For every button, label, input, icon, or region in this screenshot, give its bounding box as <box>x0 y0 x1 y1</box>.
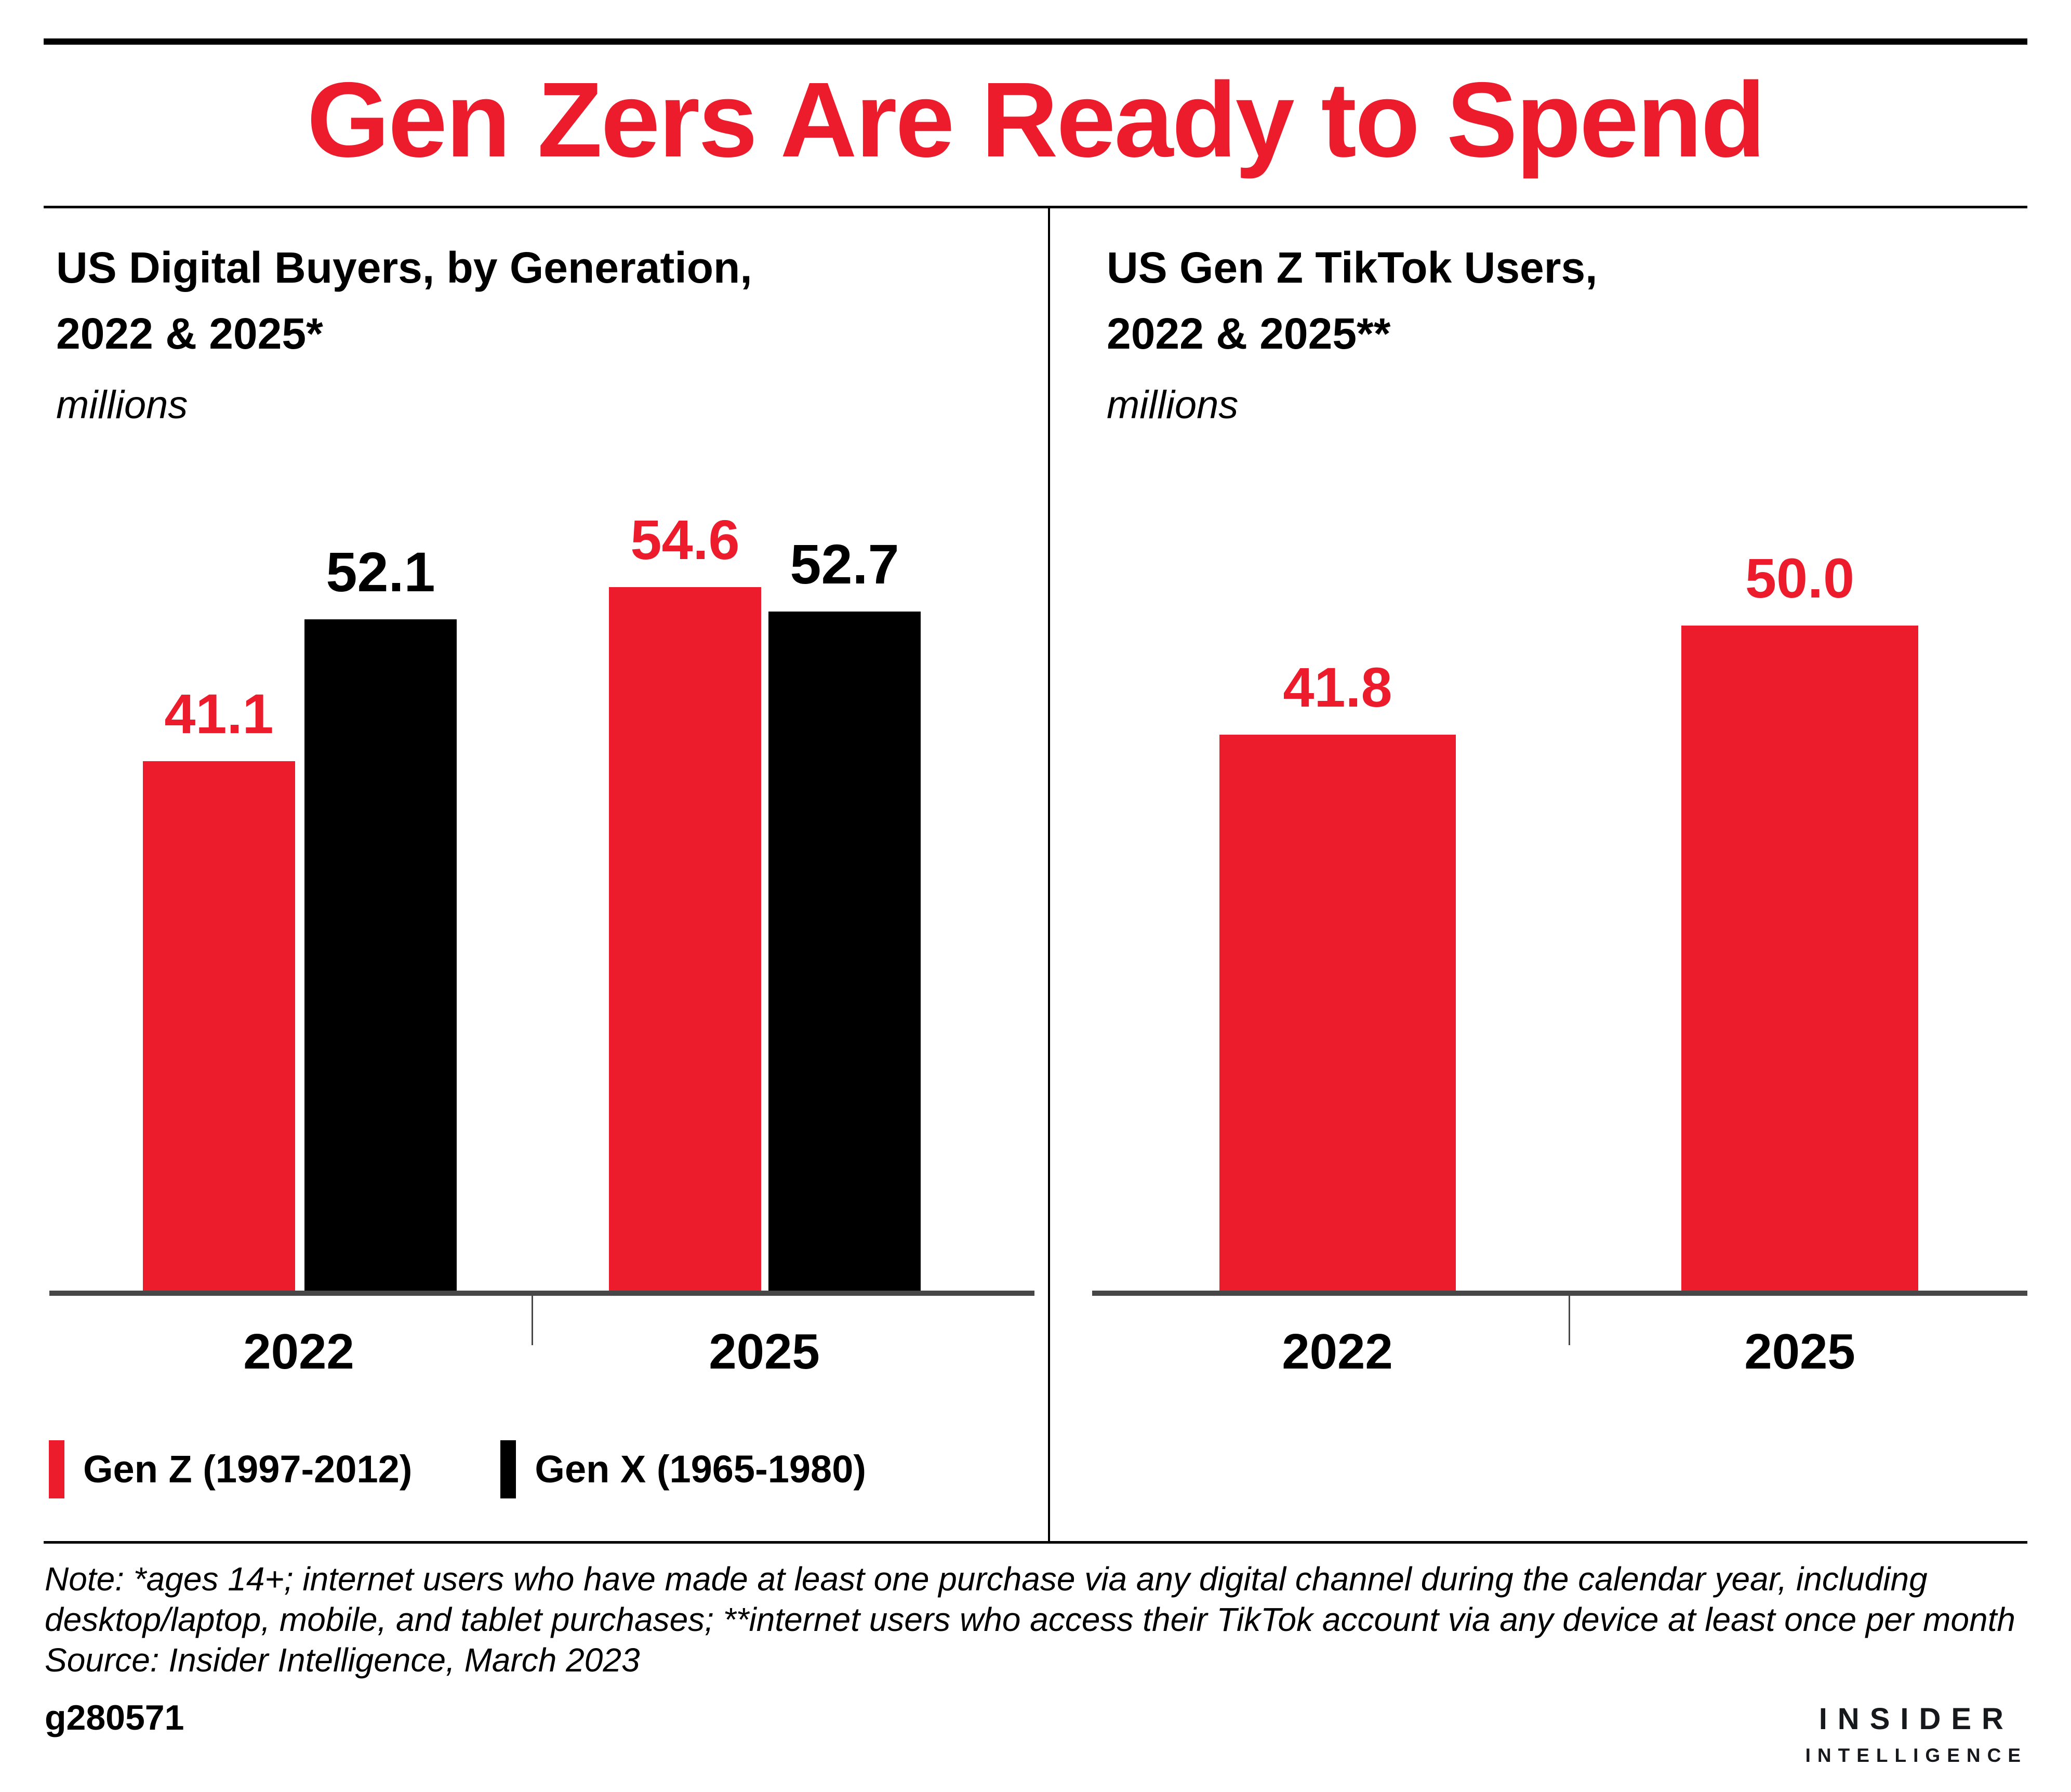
top-rule <box>44 38 2027 45</box>
bar-value-label: 41.8 <box>1283 656 1392 719</box>
bar-value-label: 41.1 <box>164 682 274 745</box>
footnote: Note: *ages 14+; internet users who have… <box>45 1559 2050 1680</box>
gen-x-swatch <box>500 1440 516 1498</box>
bar-2025-series-0 <box>1681 626 1918 1291</box>
footnote-line-2: desktop/laptop, mobile, and tablet purch… <box>45 1601 2015 1638</box>
left-chart-title: US Digital Buyers, by Generation, 2022 &… <box>56 235 752 367</box>
chart-id: g280571 <box>45 1698 184 1737</box>
bar-value-label: 52.1 <box>326 540 435 603</box>
x-axis-label-2022: 2022 <box>243 1324 354 1379</box>
x-axis-label-2025: 2025 <box>709 1324 820 1379</box>
legend-item-gen-x: Gen X (1965-1980) <box>500 1440 866 1498</box>
note-divider-rule <box>44 1541 2027 1544</box>
left-chart-unit-label: millions <box>56 383 188 427</box>
footnote-line-1: Note: *ages 14+; internet users who have… <box>45 1560 1928 1598</box>
left-chart-x-axis <box>49 1291 1034 1296</box>
x-axis-tick <box>532 1296 533 1345</box>
legend-item-gen-z: Gen Z (1997-2012) <box>49 1440 412 1498</box>
right-chart-title: US Gen Z TikTok Users, 2022 & 2025** <box>1107 235 1598 367</box>
gen-z-swatch <box>49 1440 64 1498</box>
left-chart-title-line1: US Digital Buyers, by Generation, <box>56 243 752 292</box>
bar-value-label: 54.6 <box>630 508 740 571</box>
left-chart-title-line2: 2022 & 2025* <box>56 309 323 358</box>
bar-2025-series-1 <box>768 612 921 1291</box>
title-divider-rule <box>44 206 2027 208</box>
bar-2025-series-0 <box>609 587 761 1291</box>
bar-2022-series-0 <box>1219 735 1456 1291</box>
x-axis-label-2025: 2025 <box>1744 1324 1855 1379</box>
legend: Gen Z (1997-2012) Gen X (1965-1980) <box>49 1440 866 1498</box>
page-title: Gen Zers Are Ready to Spend <box>307 60 1766 179</box>
gen-x-legend-label: Gen X (1965-1980) <box>535 1448 866 1491</box>
x-axis-label-2022: 2022 <box>1282 1324 1393 1379</box>
right-chart-unit-label: millions <box>1107 383 1239 427</box>
logo-wordmark-intelligence: INTELLIGENCE <box>1805 1745 2027 1766</box>
bar-value-label: 52.7 <box>790 533 899 595</box>
insider-intelligence-logo: INSIDER INTELLIGENCE <box>1805 1702 2027 1766</box>
right-chart-title-line2: 2022 & 2025** <box>1107 309 1391 358</box>
panel-divider-line <box>1048 208 1050 1541</box>
bar-value-label: 50.0 <box>1745 547 1855 609</box>
x-axis-tick <box>1569 1296 1570 1345</box>
right-chart-x-axis <box>1092 1291 2027 1296</box>
bar-2022-series-0 <box>143 761 295 1291</box>
bar-2022-series-1 <box>304 619 457 1291</box>
gen-z-legend-label: Gen Z (1997-2012) <box>83 1448 413 1491</box>
right-chart-title-line1: US Gen Z TikTok Users, <box>1107 243 1598 292</box>
logo-wordmark-insider: INSIDER <box>1818 1702 2014 1736</box>
source-line: Source: Insider Intelligence, March 2023 <box>45 1641 640 1679</box>
